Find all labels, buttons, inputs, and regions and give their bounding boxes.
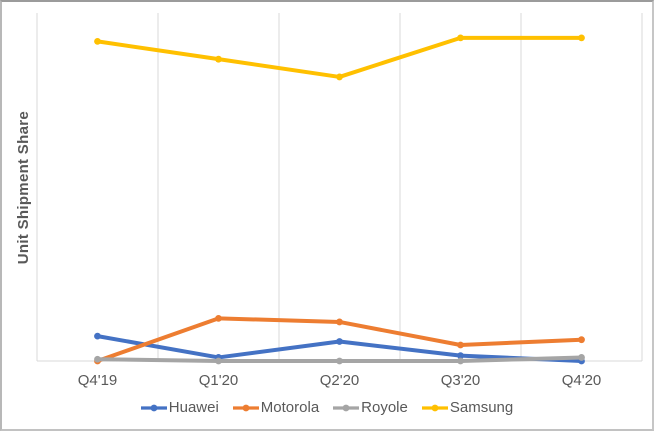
series-marker-samsung bbox=[457, 34, 464, 42]
legend-item-samsung: Samsung bbox=[421, 398, 514, 418]
x-axis-label: Q3'20 bbox=[441, 372, 481, 389]
series-marker-royole bbox=[578, 354, 585, 361]
legend-marker-icon bbox=[421, 404, 448, 412]
series-marker-samsung bbox=[578, 34, 585, 42]
series-marker-motorola bbox=[578, 336, 585, 344]
legend-label: Motorola bbox=[260, 399, 320, 416]
legend-label: Huawei bbox=[168, 399, 219, 416]
series-marker-motorola bbox=[336, 318, 343, 326]
series-marker-motorola bbox=[215, 314, 222, 322]
series-marker-samsung bbox=[336, 73, 343, 81]
series-marker-samsung bbox=[215, 55, 222, 63]
series-marker-royole bbox=[457, 357, 464, 365]
x-axis-label: Q2'20 bbox=[320, 372, 360, 389]
x-axis-label: Q4'20 bbox=[562, 372, 602, 389]
x-axis-label: Q1'20 bbox=[199, 372, 239, 389]
legend-marker-icon bbox=[232, 404, 259, 412]
series-marker-royole bbox=[94, 355, 101, 363]
series-marker-royole bbox=[336, 357, 343, 365]
series-marker-motorola bbox=[457, 341, 464, 349]
legend-item-royole: Royole bbox=[333, 398, 408, 418]
x-axis-label: Q4'19 bbox=[78, 372, 118, 389]
series-marker-huawei bbox=[457, 352, 464, 360]
legend-label: Samsung bbox=[449, 399, 514, 416]
legend-marker-icon bbox=[140, 404, 167, 412]
legend-label: Royole bbox=[361, 399, 408, 416]
series-line-samsung bbox=[95, 35, 584, 79]
series-marker-samsung bbox=[94, 38, 101, 45]
legend-marker-icon bbox=[333, 404, 360, 412]
legend-item-motorola: Motorola bbox=[232, 398, 320, 418]
series-marker-huawei bbox=[336, 338, 343, 345]
legend-item-huawei: Huawei bbox=[140, 398, 219, 418]
chart-legend: Huawei Motorola Royole Samsung bbox=[2, 398, 652, 418]
series-marker-royole bbox=[215, 357, 222, 365]
series-marker-huawei bbox=[94, 332, 101, 340]
